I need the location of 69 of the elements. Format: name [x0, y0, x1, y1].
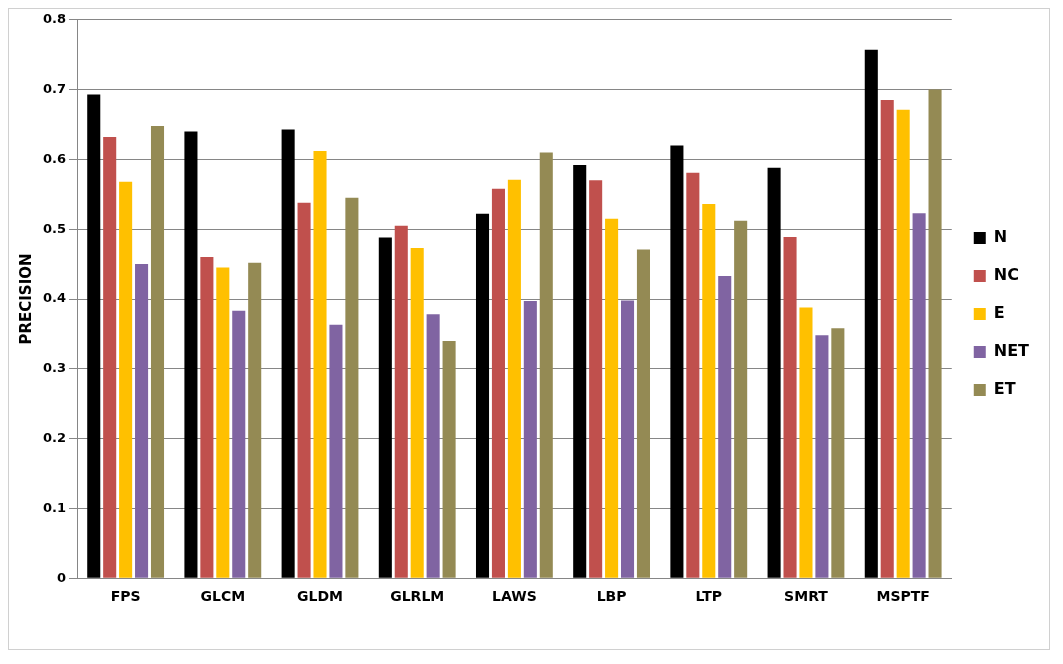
bar: [815, 335, 829, 578]
bar: [248, 262, 262, 578]
bar: [103, 137, 117, 578]
bar: [523, 301, 537, 578]
bar: [491, 188, 505, 578]
bar: [507, 179, 521, 578]
y-tick-label: 0.1: [43, 499, 67, 515]
bar: [426, 314, 440, 578]
y-tick-label: 0.4: [43, 290, 67, 306]
bar: [135, 264, 149, 578]
x-tick-label: GLDM: [297, 588, 343, 605]
bar: [539, 152, 553, 578]
bar: [184, 131, 198, 578]
legend-label: NET: [993, 341, 1030, 361]
bar: [87, 94, 101, 578]
y-tick-label: 0.8: [43, 11, 67, 27]
bar: [345, 197, 359, 578]
y-tick-label: 0.5: [43, 220, 67, 236]
legend-label: ET: [993, 379, 1016, 399]
bar: [232, 310, 246, 578]
bar: [799, 307, 813, 578]
bar: [200, 257, 214, 578]
legend-label: E: [993, 303, 1005, 323]
x-tick-label: SMRT: [784, 588, 829, 605]
bar: [216, 267, 230, 578]
x-tick-label: LTP: [695, 588, 722, 605]
bar: [831, 328, 845, 578]
bar: [767, 167, 781, 578]
bar: [442, 340, 456, 578]
bar: [880, 100, 894, 578]
bar: [621, 300, 635, 578]
y-tick-label: 0.2: [43, 429, 67, 445]
bar: [718, 275, 732, 578]
y-tick-label: 0: [56, 569, 67, 585]
y-tick-label: 0.3: [43, 360, 67, 376]
bar: [378, 237, 392, 578]
bar: [636, 249, 651, 578]
bar: [313, 151, 327, 578]
bar: [686, 172, 700, 578]
bar: [410, 248, 424, 578]
x-tick-label: FPS: [110, 588, 141, 605]
x-tick-label: MSPTF: [876, 588, 930, 605]
bar: [297, 202, 311, 578]
y-tick-label: 0.7: [43, 80, 67, 96]
y-axis-title: PRECISION: [16, 253, 35, 345]
legend-label: N: [993, 227, 1008, 247]
bar: [281, 129, 295, 578]
bar: [864, 49, 878, 578]
bar: [783, 236, 797, 578]
x-tick-label: GLRLM: [390, 588, 445, 605]
bar: [912, 213, 926, 578]
x-tick-label: LAWS: [492, 588, 537, 605]
bar: [670, 145, 684, 578]
bar: [734, 220, 748, 578]
bar: [928, 89, 942, 578]
bar: [573, 164, 587, 578]
bar: [119, 181, 133, 578]
bar: [150, 125, 165, 578]
y-tick-label: 0.6: [43, 150, 67, 166]
bar: [896, 109, 910, 578]
x-tick-label: LBP: [596, 588, 627, 605]
bar: [475, 213, 490, 578]
legend-label: NC: [993, 265, 1019, 285]
bar: [605, 218, 619, 578]
bar: [329, 324, 343, 578]
bar: [394, 225, 408, 578]
x-tick-label: GLCM: [200, 588, 246, 605]
bar: [702, 204, 716, 578]
bar: [589, 180, 603, 578]
